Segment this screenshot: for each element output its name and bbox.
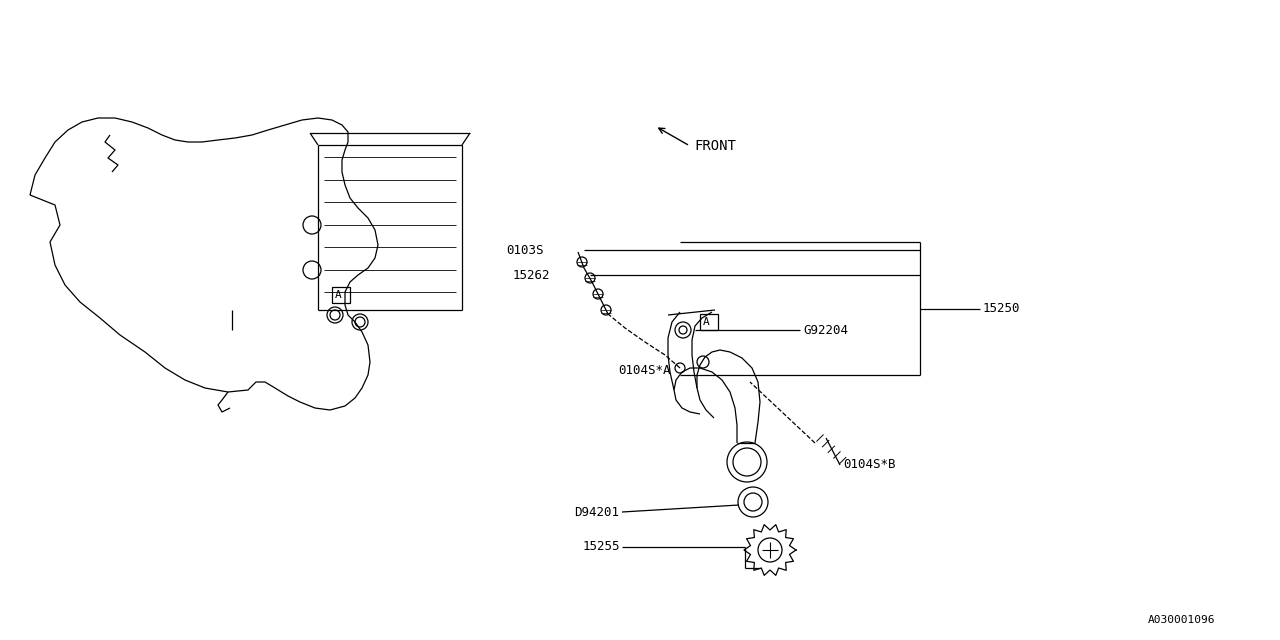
Bar [700, 314, 718, 330]
Text: A: A [335, 290, 342, 300]
Text: 0103S: 0103S [507, 243, 544, 257]
Text: 15262: 15262 [512, 269, 550, 282]
Text: 0104S*A: 0104S*A [618, 364, 671, 376]
Text: D94201: D94201 [573, 506, 620, 518]
Text: G92204: G92204 [803, 323, 849, 337]
Text: 15255: 15255 [582, 541, 621, 554]
Text: A: A [703, 317, 709, 327]
Text: FRONT: FRONT [694, 139, 736, 153]
Text: 0104S*B: 0104S*B [844, 458, 896, 472]
Text: A030001096: A030001096 [1148, 615, 1216, 625]
Text: 15250: 15250 [983, 302, 1020, 315]
Bar [332, 287, 349, 303]
